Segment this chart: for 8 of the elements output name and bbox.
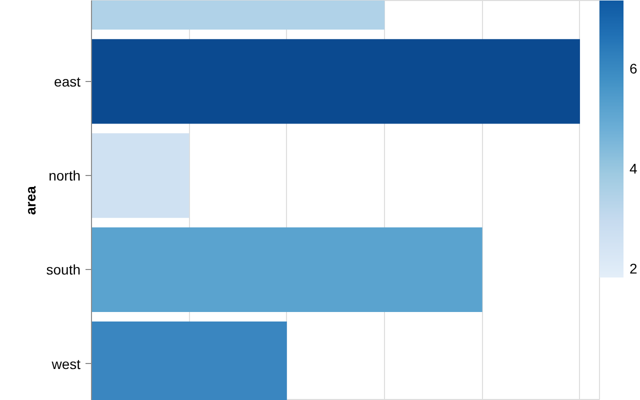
color-bar-label: 4 (630, 160, 638, 176)
y-tick-label: west (50, 356, 81, 372)
y-tick-label: north (48, 168, 81, 184)
y-axis-title: area (22, 186, 38, 215)
y-tick-label: south (46, 262, 80, 278)
y-tick-label: east (54, 73, 81, 90)
color-bar-label: 6 (630, 60, 638, 76)
color-bar-label: 2 (630, 260, 638, 276)
